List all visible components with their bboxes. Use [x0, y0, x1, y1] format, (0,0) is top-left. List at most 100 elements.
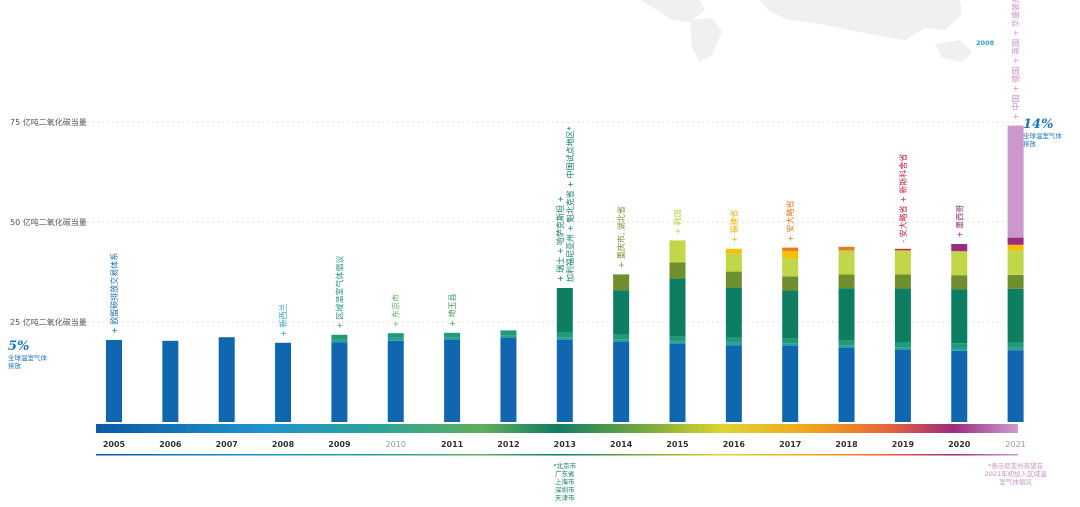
- bar-segment-2014: [613, 334, 630, 340]
- bar-segment-2016: [725, 248, 742, 254]
- bar-segment-2009: [331, 342, 348, 422]
- bar-segment-2021: [1007, 350, 1024, 422]
- small-year-label: 2008: [976, 39, 995, 47]
- bar-segment-2019: [894, 347, 911, 350]
- bar-segment-2019: [894, 274, 911, 289]
- year-label-2007: 2007: [216, 440, 238, 449]
- highlight-2005-sub: 全球温室气体: [8, 353, 48, 362]
- bar-segment-2011: [444, 340, 461, 422]
- bar-segment-2020: [951, 275, 968, 290]
- bar-segment-2013: [556, 337, 573, 340]
- bar-segment-2011: [444, 337, 461, 340]
- annotation-2015: + 韩国: [673, 209, 683, 234]
- gridlines: 25 亿吨二氧化碳当量 50 亿吨二氧化碳当量 75 亿吨二氧化碳当量: [10, 117, 1020, 327]
- year-label-2014: 2014: [610, 440, 633, 449]
- bar-segment-2015: [669, 336, 686, 342]
- bar-segment-2019: [894, 248, 911, 251]
- bar-segment-2020: [951, 350, 968, 422]
- footnote-2021-line: 室气体倡议: [999, 477, 1032, 486]
- annotation-2014: + 重庆市, 湖北省: [616, 206, 626, 268]
- year-label-2012: 2012: [497, 440, 519, 449]
- bar-segment-2011: [444, 332, 461, 338]
- annotation-2020: + 墨西哥: [955, 205, 964, 238]
- bar-segment-2018: [838, 340, 855, 346]
- highlight-2005-pct: 5%: [8, 339, 29, 354]
- year-label-2008: 2008: [272, 440, 295, 449]
- bar-segment-2014: [613, 290, 630, 335]
- bar-segment-2015: [669, 240, 686, 263]
- bar-segment-2016: [725, 345, 742, 422]
- bars: [106, 125, 1024, 422]
- bar-segment-2018: [838, 274, 855, 289]
- bar-segment-2020: [951, 343, 968, 348]
- y-tick-label: 25 亿吨二氧化碳当量: [10, 317, 87, 327]
- bar-segment-2017: [782, 251, 799, 259]
- bar-segment-2017: [782, 290, 799, 339]
- annotation-2019: - 安大略省 + 新斯科舍省: [898, 154, 908, 243]
- bar-segment-2012: [500, 338, 517, 422]
- annotation-2010: + 东京市: [391, 294, 401, 327]
- annotation-2009: + 区域温室气体倡议: [334, 256, 344, 329]
- bar-segment-2021: [1007, 274, 1024, 289]
- annotation-2016: + 福建省: [729, 210, 739, 243]
- bar-segment-2021: [1007, 347, 1024, 351]
- bar-segment-2016: [725, 342, 742, 346]
- bar-segment-2016: [725, 271, 742, 288]
- bar-segment-2017: [782, 346, 799, 422]
- bar-segment-2014: [613, 342, 630, 422]
- bar-segment-2019: [894, 250, 911, 275]
- bar-segment-2017: [782, 247, 799, 252]
- bar-segment-2013: [556, 288, 573, 332]
- y-tick-label: 50 亿吨二氧化碳当量: [10, 217, 87, 227]
- bar-segment-2021: [1007, 244, 1024, 251]
- bar-segment-2010: [387, 340, 404, 422]
- bar-segment-2019: [894, 288, 911, 343]
- bar-segment-2018: [838, 250, 855, 275]
- bar-segment-2008: [275, 342, 292, 422]
- bar-segment-2016: [725, 337, 742, 343]
- year-label-2005: 2005: [103, 440, 126, 449]
- year-label-2016: 2016: [723, 440, 746, 449]
- bar-segment-2017: [782, 343, 799, 346]
- annotation-2011: + 埼玉县: [447, 294, 457, 327]
- bar-segment-2021: [1007, 250, 1024, 275]
- bar-segment-2021: [1007, 342, 1024, 348]
- bar-segment-2016: [725, 253, 742, 272]
- year-label-2010: 2010: [386, 440, 406, 449]
- y-tick-label: 75 亿吨二氧化碳当量: [10, 117, 87, 127]
- bar-segment-2021: [1007, 125, 1024, 238]
- footnote-2013-line: 天津市: [555, 493, 575, 502]
- bar-segment-2020: [951, 289, 968, 344]
- year-label-2019: 2019: [892, 440, 915, 449]
- bar-segment-2015: [669, 278, 686, 337]
- year-band-rect: [96, 424, 1018, 433]
- bar-segment-2013: [556, 332, 573, 338]
- year-label-2013: 2013: [554, 440, 576, 449]
- bar-segment-2012: [500, 335, 517, 338]
- year-label-2020: 2020: [948, 440, 971, 449]
- bar-segment-2017: [782, 338, 799, 344]
- highlight-2021-sub: 排放: [1023, 139, 1037, 148]
- bar-segment-2019: [894, 350, 911, 422]
- bar-segment-2009: [331, 339, 348, 343]
- year-label-2018: 2018: [835, 440, 858, 449]
- footnote-2013-line: 上海市: [555, 477, 575, 486]
- highlight-2005-sub: 排放: [8, 361, 22, 370]
- annotation-2008: + 新西兰: [278, 304, 288, 337]
- annotation-2013: 加利福尼亚州 + 魁北克省 + 中国试点地区*: [565, 126, 575, 282]
- bar-segment-2016: [725, 287, 742, 338]
- bar-segment-2017: [782, 258, 799, 277]
- year-label-2017: 2017: [779, 440, 801, 449]
- bar-segment-2010: [387, 333, 404, 338]
- highlight-2021-pct: 14%: [1023, 117, 1053, 132]
- bar-segment-2010: [387, 337, 404, 341]
- year-gradient-band: [96, 424, 1018, 456]
- annotation-2005: + 欧盟碳排放交易体系: [109, 253, 119, 334]
- year-label-2011: 2011: [441, 440, 464, 449]
- bar-segment-2021: [1007, 288, 1024, 343]
- footnote-2021-line: *表示尼亚州有望在: [988, 461, 1044, 470]
- year-label-2015: 2015: [666, 440, 689, 449]
